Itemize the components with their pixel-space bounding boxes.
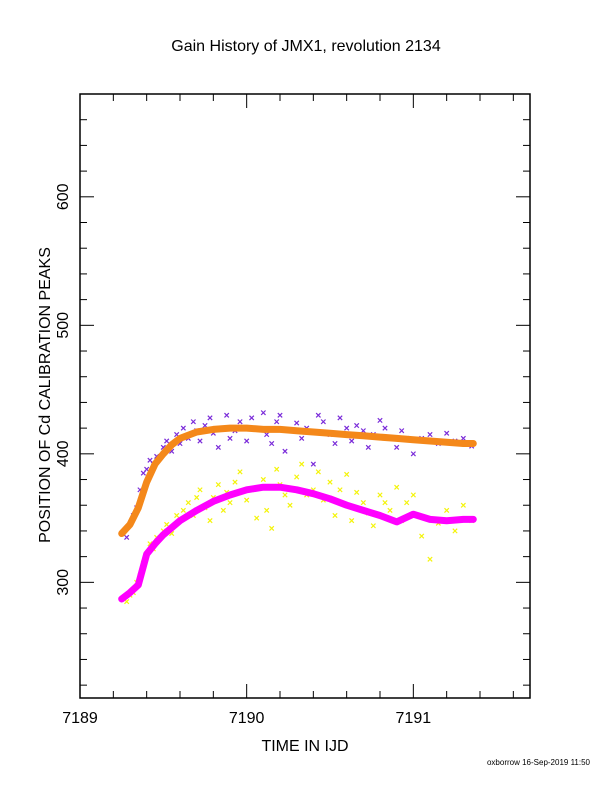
series-1-point [294,420,300,426]
series-2-point [164,521,170,528]
series-2-point [299,461,305,467]
chart-title: Gain History of JMX1, revolution 2134 [171,38,441,55]
series-2-point [344,471,350,478]
series-1-point [224,412,230,418]
series-1-point [269,440,275,447]
series-1-point [264,431,270,438]
series-2-point [282,492,288,498]
x-tick-label: 7189 [62,710,98,727]
series-1-point [215,444,221,451]
series-1-point [354,422,360,429]
series-2-point [460,502,466,508]
series-2-point [294,474,300,480]
series-1-point [427,431,433,438]
series-2-point [382,500,388,506]
series-2-point [387,507,393,513]
series-1-point [227,435,233,442]
series-2-point [444,507,450,513]
series-1-point [365,444,371,451]
series-1-point [377,417,383,424]
series-1-point [207,415,213,421]
series-2-point [452,528,458,534]
series-1-point [282,448,288,454]
series-2-point [337,487,343,493]
series-1-point [315,412,321,418]
series-2-point [274,466,280,472]
series-1-point [124,534,130,540]
series-2-point [327,479,333,485]
series-1-point [410,451,416,457]
series-2-point [287,502,293,508]
series-1-point [277,412,283,418]
series-1-point [337,415,343,421]
series-2-point [264,507,270,513]
series-1-point [244,438,250,444]
series-1-point [382,425,388,431]
series-1-point [249,415,255,421]
series-2-point [215,482,221,488]
series-2-point [419,533,425,539]
plot-frame [79,93,531,699]
series-1-point [260,410,266,416]
series-2-point [220,507,226,513]
series-1-point [164,438,170,444]
series-1-point [299,435,305,442]
series-1-point [332,440,338,447]
series-2-point [349,518,355,524]
y-tick-label: 400 [55,440,72,467]
y-tick-label: 300 [55,569,72,596]
series-2-point [174,512,180,519]
series-2-point [260,476,266,483]
series-2-point [354,489,360,496]
series-2-point [377,492,383,498]
series-2-point [254,515,260,521]
series-1-point [274,419,280,425]
series-2-point [207,518,213,524]
series-2-point [394,484,400,490]
series-2-point [197,487,203,493]
series-2-point [332,512,338,519]
series-2-point [269,525,275,531]
series-2-point [185,500,191,506]
x-axis-label: TIME IN IJD [261,738,349,755]
series-2-point [360,500,366,506]
series-1-point [349,438,355,444]
series-1-point [399,428,405,434]
series-2-point [244,497,250,503]
series-1-point [237,419,243,425]
series-2-point [227,500,233,506]
series-2-point [232,479,238,485]
series-1-point [360,428,366,434]
series-1-point [444,430,450,436]
timestamp-footer: oxborrow 16-Sep-2019 11:50 [486,758,590,767]
series-2-point [427,556,433,562]
series-2-point [194,494,200,501]
series-2-point [404,500,410,506]
series-1-point [190,419,196,425]
series-1-point [310,461,316,467]
series-1-point [344,425,350,431]
series-1-point [180,425,186,431]
series-2-point [180,507,186,513]
series-2-point [410,492,416,498]
fit-curve-4 [118,483,477,603]
series-2-point [315,469,321,475]
y-tick-label: 500 [55,312,72,339]
x-tick-label: 7190 [229,710,265,727]
series-1-point [460,435,466,442]
x-tick-label: 7191 [396,710,432,727]
series-1-point [320,419,326,425]
y-tick-label: 600 [55,183,72,210]
series-2-point [370,523,376,529]
series-1-point [394,444,400,451]
series-1-point [197,438,203,444]
series-2-point [237,469,243,475]
fit-curve-3 [118,424,477,537]
